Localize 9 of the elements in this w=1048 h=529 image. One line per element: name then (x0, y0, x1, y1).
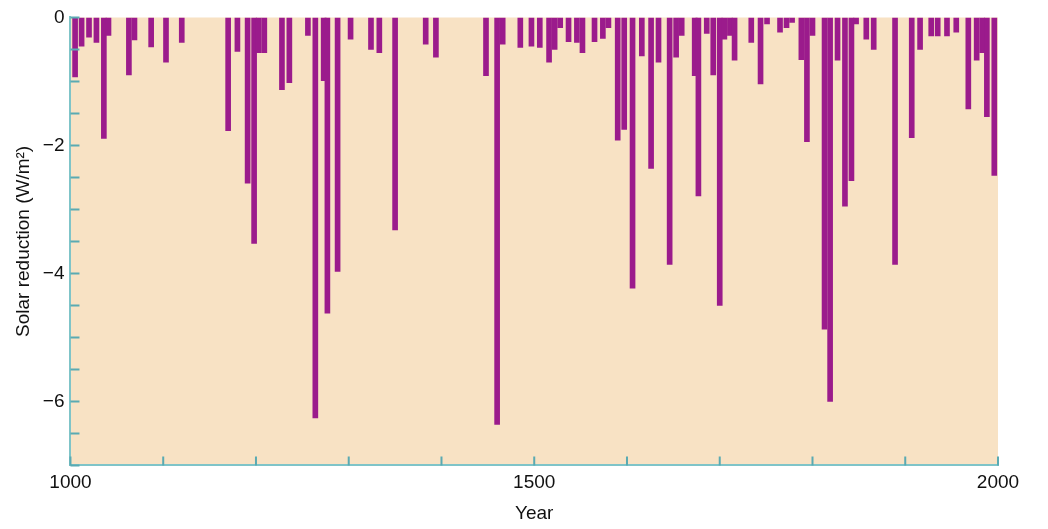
y-tick-label: −2 (42, 133, 65, 155)
x-axis-title: Year (515, 501, 555, 523)
y-axis-title: Solar reduction (W/m²) (11, 145, 33, 337)
x-tick-label: 2000 (976, 471, 1020, 493)
y-tick-label: 0 (53, 5, 65, 27)
x-tick-label: 1500 (513, 471, 556, 493)
y-tick-label: −4 (42, 261, 65, 283)
x-tick-label: 1000 (49, 471, 92, 493)
y-tick-label: −6 (42, 389, 65, 411)
